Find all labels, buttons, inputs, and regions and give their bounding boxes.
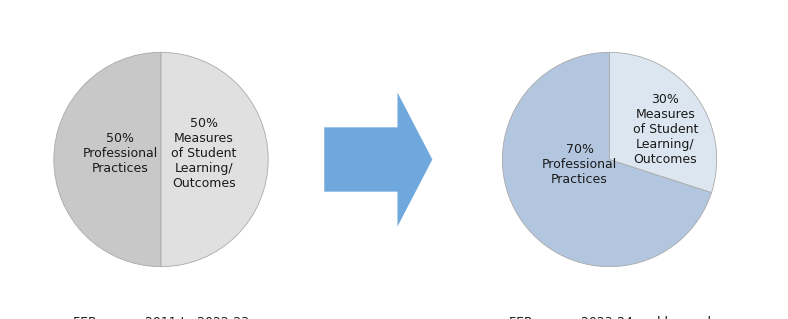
Wedge shape <box>610 52 717 193</box>
Polygon shape <box>325 93 433 226</box>
Wedge shape <box>54 52 161 267</box>
Text: 30%
Measures
of Student
Learning/
Outcomes: 30% Measures of Student Learning/ Outcom… <box>633 93 698 166</box>
Text: 70%
Professional
Practices: 70% Professional Practices <box>542 143 617 186</box>
Text: 50%
Measures
of Student
Learning/
Outcomes: 50% Measures of Student Learning/ Outcom… <box>171 116 236 189</box>
Title: FER scores 2011 to 2022-23: FER scores 2011 to 2022-23 <box>73 315 249 319</box>
Wedge shape <box>161 52 268 267</box>
Text: 50%
Professional
Practices: 50% Professional Practices <box>83 131 158 174</box>
Title: FER scores 2023-24 and beyond: FER scores 2023-24 and beyond <box>508 315 711 319</box>
Wedge shape <box>503 52 712 267</box>
